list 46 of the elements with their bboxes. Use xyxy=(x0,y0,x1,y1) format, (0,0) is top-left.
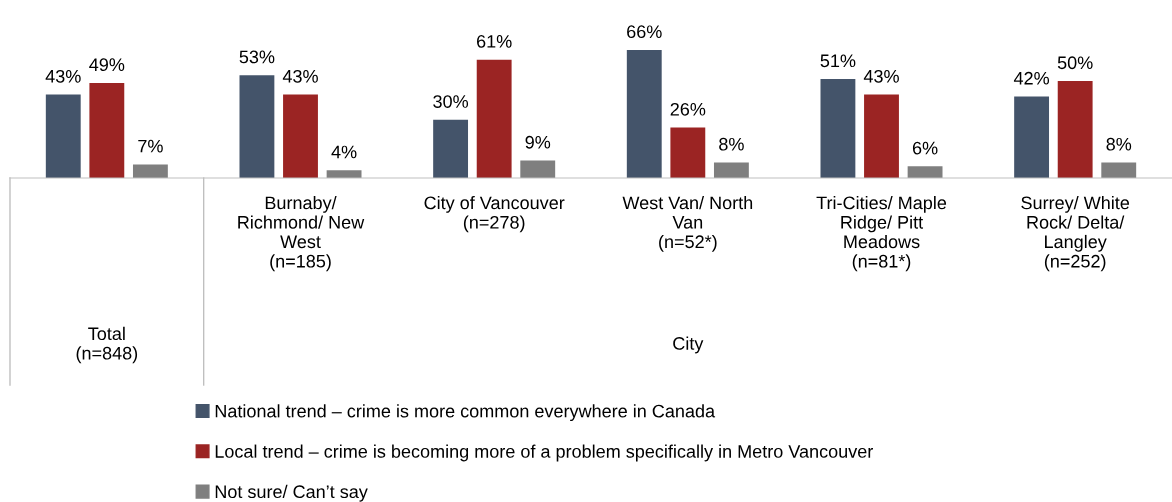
bar xyxy=(626,50,662,178)
data-label: 4% xyxy=(331,145,357,159)
legend-label: Not sure/ Can’t say xyxy=(215,484,368,502)
bar xyxy=(1014,96,1050,178)
bar xyxy=(1057,81,1093,178)
bar xyxy=(520,160,556,178)
x-tick-label: Tri-Cities/ Maple Ridge/ Pitt Meadows (n=81*) xyxy=(816,196,947,272)
bar xyxy=(239,75,275,178)
x-tick-label: Burnaby/ Richmond/ New West (n=185) xyxy=(238,196,365,272)
bar xyxy=(45,94,81,178)
bar xyxy=(864,94,899,178)
text: Total (n=848) xyxy=(76,326,138,364)
data-label: 6% xyxy=(912,141,938,155)
x-tick-label: Surrey/ White Rock/ Delta/ Langley (n=252) xyxy=(1021,196,1130,272)
legend-label: Local trend – crime is becoming more of a problem specifically in Metro Vancouver xyxy=(215,444,873,462)
bar xyxy=(670,127,706,178)
data-label: 26% xyxy=(670,102,706,116)
data-label: 61% xyxy=(477,35,512,48)
data-label: 7% xyxy=(138,139,163,153)
data-label: 53% xyxy=(239,50,275,64)
data-label: 8% xyxy=(719,137,744,151)
x-tick-label: City of Vancouver (n=278) xyxy=(424,196,565,233)
bar xyxy=(89,82,125,178)
data-label: 66% xyxy=(627,25,662,39)
legend-label: National trend – crime is more common everywhere in Canada xyxy=(215,404,716,422)
bar xyxy=(326,170,362,178)
data-label: 51% xyxy=(820,54,856,68)
data-label: 50% xyxy=(1057,56,1093,70)
bar xyxy=(132,164,168,178)
data-label: 43% xyxy=(863,69,899,83)
bar xyxy=(283,94,318,178)
data-label: 8% xyxy=(1106,137,1132,151)
bar xyxy=(433,119,469,178)
data-label: 42% xyxy=(1013,71,1050,85)
bar xyxy=(1101,162,1137,178)
data-label: 43% xyxy=(282,69,318,83)
bar xyxy=(907,166,943,178)
bar xyxy=(476,59,512,178)
data-label: 9% xyxy=(525,135,551,149)
bar xyxy=(713,162,749,178)
data-label: 49% xyxy=(89,58,125,72)
text: City xyxy=(673,336,704,354)
x-tick-label: West Van/ North Van (n=52*) xyxy=(622,196,753,252)
data-label: 43% xyxy=(45,69,81,83)
bar xyxy=(820,79,856,178)
data-label: 30% xyxy=(433,95,469,108)
